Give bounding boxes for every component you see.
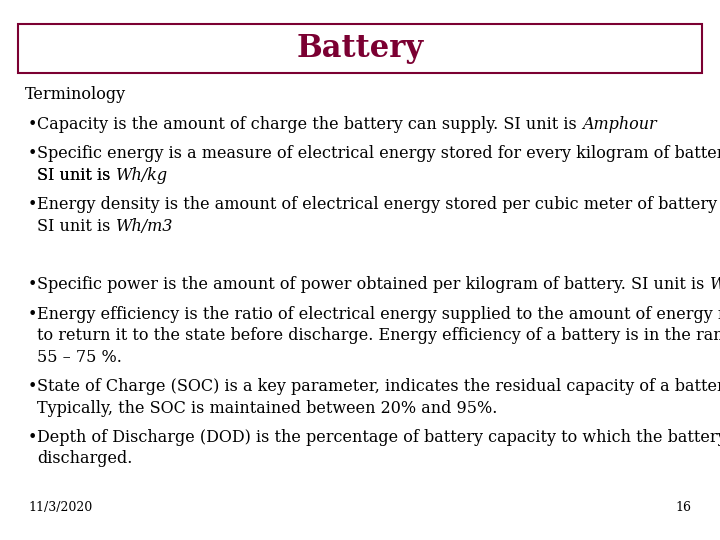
Text: discharged.: discharged. bbox=[37, 450, 132, 467]
Text: Capacity is the amount of charge the battery can supply. SI unit is: Capacity is the amount of charge the bat… bbox=[37, 116, 582, 133]
Text: State of Charge (SOC) is a key parameter, indicates the residual capacity of a b: State of Charge (SOC) is a key parameter… bbox=[37, 378, 720, 395]
Text: •: • bbox=[27, 429, 37, 446]
Text: •: • bbox=[27, 196, 37, 213]
Text: Typically, the SOC is maintained between 20% and 95%.: Typically, the SOC is maintained between… bbox=[37, 400, 498, 416]
Text: W/kg: W/kg bbox=[710, 276, 720, 293]
Text: SI unit is: SI unit is bbox=[37, 167, 116, 184]
FancyBboxPatch shape bbox=[18, 24, 702, 73]
Text: •: • bbox=[27, 378, 37, 395]
Text: •: • bbox=[27, 116, 37, 133]
Text: 11/3/2020: 11/3/2020 bbox=[29, 501, 93, 514]
Text: Depth of Discharge (DOD) is the percentage of battery capacity to which the batt: Depth of Discharge (DOD) is the percenta… bbox=[37, 429, 720, 446]
Text: Battery: Battery bbox=[297, 33, 423, 64]
Text: •: • bbox=[27, 306, 37, 322]
Text: Specific energy is a measure of electrical energy stored for every kilogram of b: Specific energy is a measure of electric… bbox=[37, 145, 720, 162]
Text: Terminology: Terminology bbox=[25, 86, 126, 103]
Text: to return it to the state before discharge. Energy efficiency of a battery is in: to return it to the state before dischar… bbox=[37, 327, 720, 344]
Text: 55 – 75 %.: 55 – 75 %. bbox=[37, 349, 122, 366]
Text: Energy efficiency is the ratio of electrical energy supplied to the amount of en: Energy efficiency is the ratio of electr… bbox=[37, 306, 720, 322]
Text: Specific power is the amount of power obtained per kilogram of battery. SI unit : Specific power is the amount of power ob… bbox=[37, 276, 710, 293]
Text: •: • bbox=[27, 276, 37, 293]
Text: 16: 16 bbox=[675, 501, 691, 514]
Text: Wh/m3: Wh/m3 bbox=[116, 218, 174, 234]
Text: SI unit is: SI unit is bbox=[37, 218, 116, 234]
Text: •: • bbox=[27, 145, 37, 162]
Text: Amphour: Amphour bbox=[582, 116, 657, 133]
Text: Wh/kg: Wh/kg bbox=[116, 167, 168, 184]
Text: Energy density is the amount of electrical energy stored per cubic meter of batt: Energy density is the amount of electric… bbox=[37, 196, 720, 213]
Text: SI unit is: SI unit is bbox=[37, 167, 116, 184]
